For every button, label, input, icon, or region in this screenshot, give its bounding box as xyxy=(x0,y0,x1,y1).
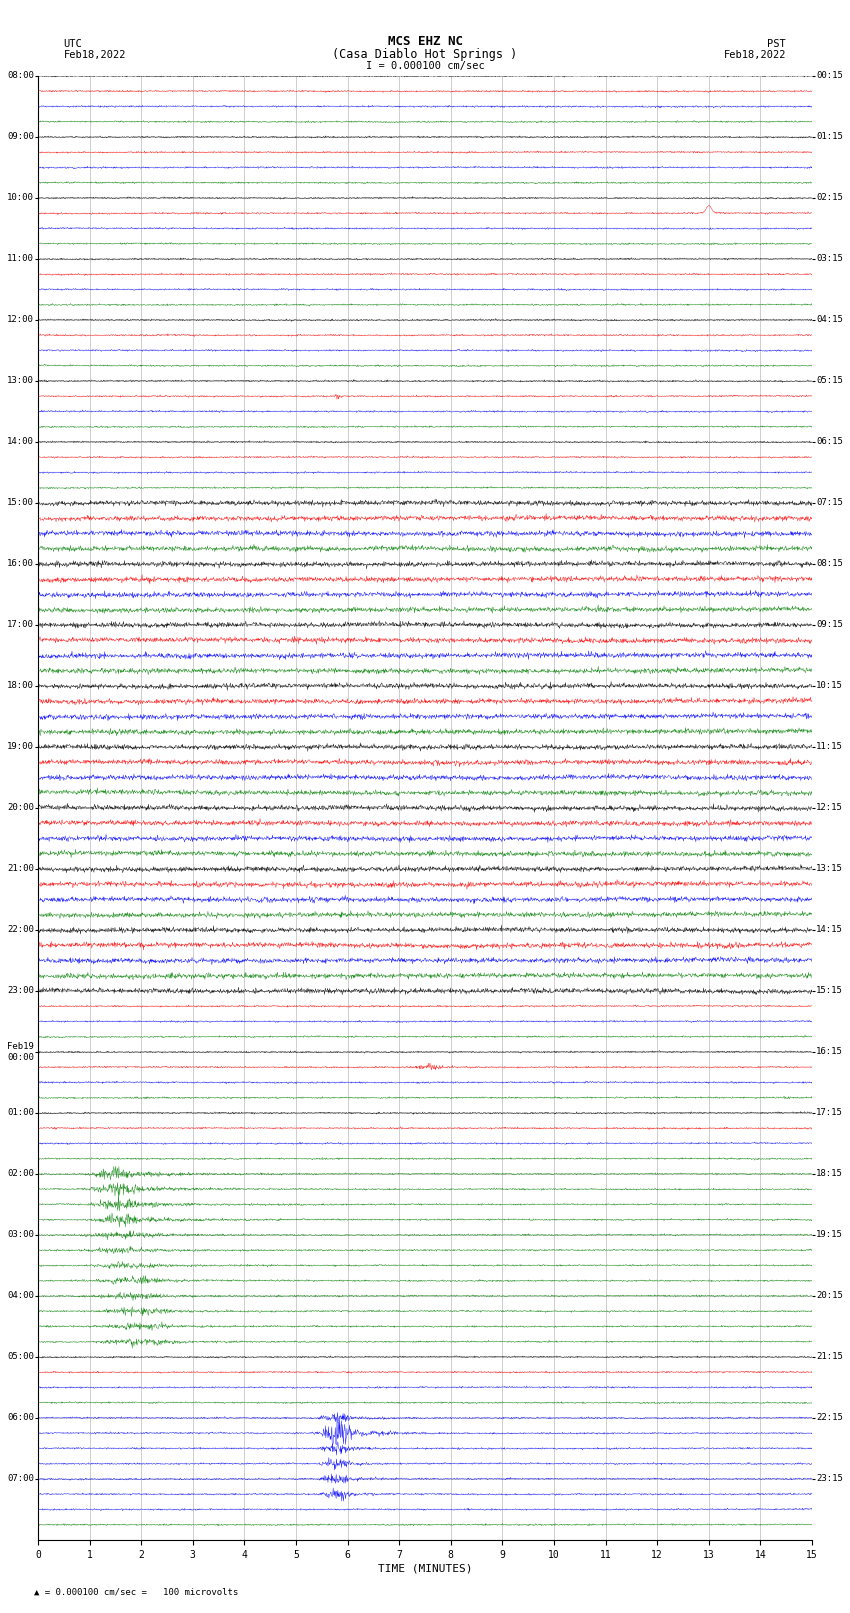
Text: Feb18,2022: Feb18,2022 xyxy=(64,50,127,60)
Text: ▲ = 0.000100 cm/sec =   100 microvolts: ▲ = 0.000100 cm/sec = 100 microvolts xyxy=(34,1587,238,1597)
Text: Feb18,2022: Feb18,2022 xyxy=(723,50,786,60)
Text: PST: PST xyxy=(768,39,786,48)
Text: (Casa Diablo Hot Springs ): (Casa Diablo Hot Springs ) xyxy=(332,48,518,61)
Text: MCS EHZ NC: MCS EHZ NC xyxy=(388,35,462,48)
X-axis label: TIME (MINUTES): TIME (MINUTES) xyxy=(377,1563,473,1574)
Text: UTC: UTC xyxy=(64,39,82,48)
Text: I = 0.000100 cm/sec: I = 0.000100 cm/sec xyxy=(366,61,484,71)
